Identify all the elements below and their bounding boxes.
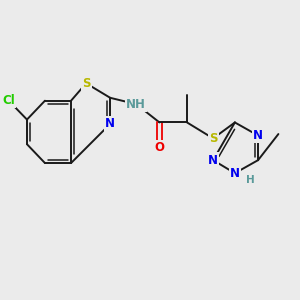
Text: N: N <box>230 167 240 180</box>
Text: N: N <box>208 154 218 166</box>
Text: O: O <box>154 141 164 154</box>
Text: S: S <box>209 132 218 145</box>
Text: H: H <box>247 176 255 185</box>
Text: S: S <box>82 77 90 90</box>
Text: NH: NH <box>126 98 146 111</box>
Text: Cl: Cl <box>2 94 15 107</box>
Text: N: N <box>105 117 115 130</box>
Text: N: N <box>253 129 263 142</box>
